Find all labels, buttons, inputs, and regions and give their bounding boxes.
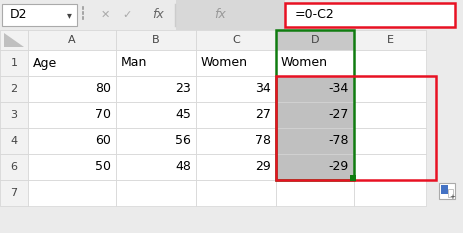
Bar [0,102,28,128]
Text: -29: -29 [328,161,348,174]
Text: 7: 7 [10,188,18,198]
Bar [0,180,28,206]
Text: 78: 78 [255,134,270,147]
Bar [116,180,195,206]
Bar [275,180,353,206]
Text: ▾: ▾ [66,10,71,20]
Bar [28,50,116,76]
Text: 29: 29 [255,161,270,174]
Text: 27: 27 [255,109,270,121]
Bar [447,189,452,197]
Bar [353,128,425,154]
Text: 50: 50 [95,161,111,174]
Text: 48: 48 [175,161,191,174]
Bar [116,50,195,76]
Text: B: B [152,35,159,45]
Bar [0,128,28,154]
Text: ✕: ✕ [100,10,109,20]
Text: D: D [310,35,319,45]
Text: A: A [68,35,75,45]
Bar [353,50,425,76]
Bar [353,30,425,50]
Bar [116,128,195,154]
Text: 4: 4 [10,136,18,146]
Text: 70: 70 [95,109,111,121]
Bar [195,50,275,76]
Text: Age: Age [33,56,57,69]
Bar [275,128,353,154]
Bar [28,30,116,50]
Text: ✓: ✓ [122,10,131,20]
Bar [28,76,116,102]
Text: 23: 23 [175,82,191,96]
Bar [275,30,353,180]
Bar [195,180,275,206]
Text: 3: 3 [11,110,18,120]
Bar [438,183,454,199]
Bar [353,76,425,102]
Text: +: + [448,194,454,200]
Bar [0,0,463,30]
Polygon shape [4,33,24,47]
Text: E: E [386,35,393,45]
Text: fx: fx [213,8,225,21]
Text: D2: D2 [10,8,27,21]
Text: -34: -34 [328,82,348,96]
Text: =0-C2: =0-C2 [294,8,334,21]
Bar [353,102,425,128]
Bar [28,154,116,180]
Text: 60: 60 [95,134,111,147]
Bar [284,3,454,27]
Bar [28,180,116,206]
Bar [0,50,28,76]
Bar [2,4,77,26]
Bar [275,76,435,180]
Bar [275,30,353,50]
Text: 6: 6 [11,162,18,172]
Bar [275,154,353,180]
Bar [195,102,275,128]
Bar [440,185,447,194]
Text: 45: 45 [175,109,191,121]
Text: Women: Women [200,56,247,69]
Text: 80: 80 [95,82,111,96]
Text: -78: -78 [328,134,348,147]
Bar [0,154,28,180]
Text: 56: 56 [175,134,191,147]
Bar [116,30,195,50]
Bar [353,180,425,206]
Text: 2: 2 [10,84,18,94]
Text: fx: fx [152,8,163,21]
Text: -27: -27 [328,109,348,121]
Bar [275,50,353,76]
Bar [349,175,355,181]
Text: Women: Women [281,56,327,69]
Bar [0,76,28,102]
Bar [275,76,353,102]
Bar [353,154,425,180]
Bar [195,154,275,180]
Text: C: C [232,35,239,45]
Bar [195,30,275,50]
Bar [116,154,195,180]
Text: Man: Man [121,56,147,69]
Bar [275,102,353,128]
Bar [175,0,284,30]
Text: 34: 34 [255,82,270,96]
Bar [116,76,195,102]
Text: 1: 1 [11,58,18,68]
Bar [116,102,195,128]
Bar [28,102,116,128]
Bar [195,76,275,102]
Bar [0,30,28,50]
Bar [28,128,116,154]
Bar [195,128,275,154]
